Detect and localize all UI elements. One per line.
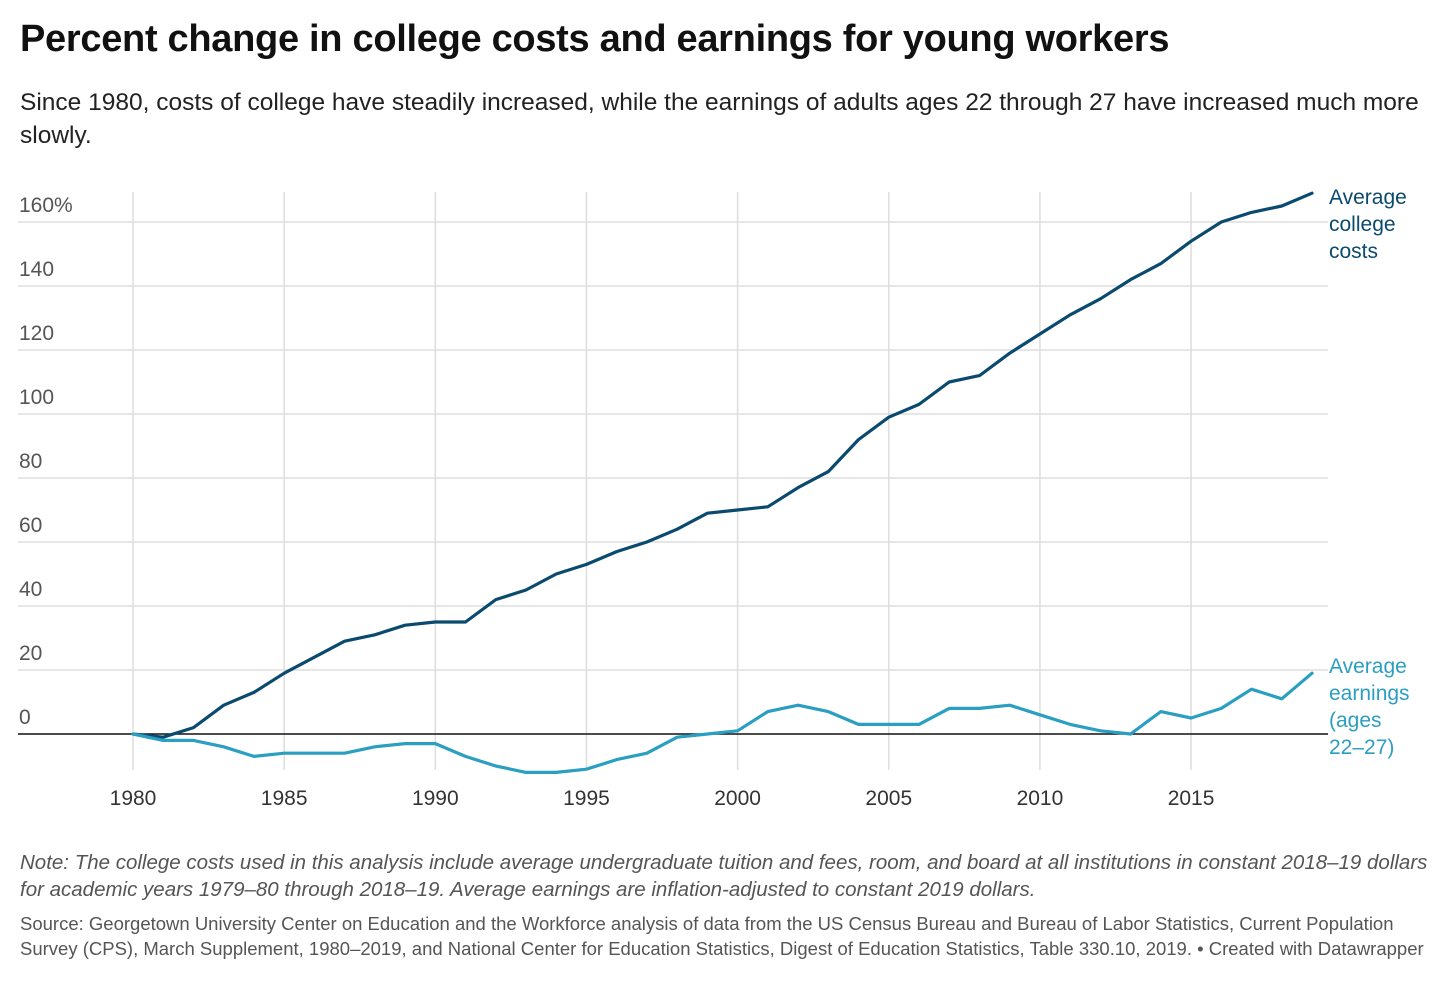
- series-label-college-costs: Average college costs: [1329, 186, 1407, 263]
- y-axis-ticks: 160% 140 120 100 80 60 40 20 0: [19, 194, 73, 729]
- y-tick-label-140: 140: [19, 258, 54, 281]
- series-label-line: costs: [1329, 240, 1378, 263]
- x-tick-label-1980: 1980: [110, 787, 157, 810]
- series-label-earnings: Average earnings (ages 22–27): [1329, 655, 1410, 759]
- series-line-earnings: [131, 671, 1314, 775]
- y-tick-label-60: 60: [19, 514, 42, 537]
- y-tick-label-20: 20: [19, 642, 42, 665]
- y-tick-label-40: 40: [19, 578, 42, 601]
- y-tick-label-160: 160%: [19, 194, 73, 217]
- y-tick-label-120: 120: [19, 322, 54, 345]
- x-tick-label-1995: 1995: [563, 787, 610, 810]
- x-tick-label-1990: 1990: [412, 787, 459, 810]
- y-tick-label-100: 100: [19, 386, 54, 409]
- chart-subtitle: Since 1980, costs of college have steadi…: [20, 89, 1419, 149]
- series-label-line: Average: [1329, 186, 1407, 209]
- series-label-line: earnings: [1329, 682, 1410, 705]
- gridlines: [18, 192, 1328, 770]
- x-tick-label-2015: 2015: [1168, 787, 1215, 810]
- x-tick-label-2005: 2005: [865, 787, 912, 810]
- series-lines: [131, 191, 1314, 775]
- chart-note: Note: The college costs used in this ana…: [20, 851, 1428, 901]
- series-labels: Average college costs Average earnings (ages 2…: [1329, 186, 1410, 759]
- x-axis-ticks: 1980 1985 1990 1995 2000 2005 2010 2015: [110, 787, 1215, 810]
- y-tick-label-80: 80: [19, 450, 42, 473]
- series-line-college-costs: [131, 191, 1314, 739]
- x-tick-label-2010: 2010: [1017, 787, 1064, 810]
- chart-source: Source: Georgetown University Center on …: [20, 913, 1424, 959]
- y-tick-label-0: 0: [19, 706, 31, 729]
- chart-title: Percent change in college costs and earn…: [20, 18, 1170, 60]
- series-label-line: (ages: [1329, 709, 1382, 732]
- series-label-line: Average: [1329, 655, 1407, 678]
- x-tick-label-1985: 1985: [261, 787, 308, 810]
- line-chart: 160% 140 120 100 80 60 40 20 0 1980 1985 1990 1995 2…: [18, 186, 1410, 810]
- series-label-line: college: [1329, 213, 1396, 236]
- x-tick-label-2000: 2000: [714, 787, 761, 810]
- series-label-line: 22–27): [1329, 736, 1394, 759]
